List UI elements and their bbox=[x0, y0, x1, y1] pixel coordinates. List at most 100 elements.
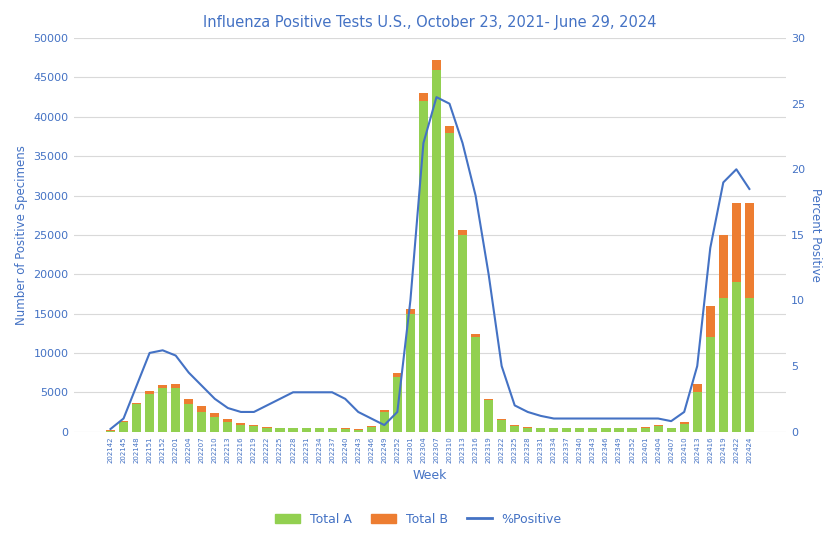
Bar bbox=[483, 399, 492, 400]
Bar bbox=[223, 419, 232, 422]
%Positive bbox=[314, 389, 324, 395]
%Positive bbox=[171, 352, 181, 359]
Bar bbox=[366, 426, 375, 427]
Bar bbox=[522, 428, 532, 431]
Bar bbox=[132, 402, 141, 404]
%Positive bbox=[705, 245, 715, 251]
Bar bbox=[275, 428, 284, 431]
Bar bbox=[562, 428, 571, 431]
Bar bbox=[380, 412, 389, 431]
%Positive bbox=[119, 415, 129, 422]
%Positive bbox=[301, 389, 311, 395]
Y-axis label: Percent Positive: Percent Positive bbox=[808, 188, 821, 282]
Bar bbox=[210, 413, 219, 417]
Bar bbox=[340, 429, 349, 431]
%Positive bbox=[665, 418, 675, 424]
Bar bbox=[718, 235, 727, 298]
Bar bbox=[223, 422, 232, 431]
%Positive bbox=[640, 415, 650, 422]
Bar bbox=[210, 417, 219, 431]
Bar bbox=[418, 93, 427, 101]
%Positive bbox=[743, 186, 753, 192]
%Positive bbox=[105, 426, 115, 432]
Bar bbox=[132, 404, 141, 431]
Bar bbox=[263, 428, 271, 431]
Bar bbox=[640, 427, 649, 428]
Bar bbox=[184, 404, 193, 431]
Bar bbox=[574, 428, 584, 431]
Bar bbox=[497, 419, 506, 420]
%Positive bbox=[509, 402, 519, 409]
Bar bbox=[392, 376, 401, 431]
%Positive bbox=[496, 363, 506, 369]
Bar bbox=[418, 101, 427, 431]
%Positive bbox=[444, 100, 454, 107]
Bar bbox=[445, 132, 453, 431]
%Positive bbox=[626, 415, 636, 422]
%Positive bbox=[614, 415, 624, 422]
Bar bbox=[471, 334, 480, 337]
Legend: Total A, Total B, %Positive: Total A, Total B, %Positive bbox=[270, 508, 566, 531]
Bar bbox=[522, 427, 532, 428]
Bar bbox=[509, 426, 518, 431]
%Positive bbox=[535, 413, 545, 419]
Bar bbox=[457, 230, 466, 235]
Bar bbox=[588, 428, 597, 431]
Bar bbox=[679, 422, 688, 424]
Bar bbox=[171, 388, 180, 431]
%Positive bbox=[431, 94, 441, 100]
%Positive bbox=[288, 389, 298, 395]
%Positive bbox=[392, 409, 402, 415]
%Positive bbox=[483, 271, 493, 278]
Bar bbox=[145, 392, 154, 394]
%Positive bbox=[157, 347, 167, 354]
Bar bbox=[340, 428, 349, 429]
Y-axis label: Number of Positive Specimens: Number of Positive Specimens bbox=[15, 145, 28, 325]
Bar bbox=[665, 428, 675, 431]
Bar bbox=[705, 337, 714, 431]
Bar bbox=[731, 282, 740, 431]
Bar bbox=[457, 235, 466, 431]
Bar bbox=[431, 60, 441, 70]
Bar bbox=[301, 428, 310, 431]
%Positive bbox=[548, 415, 558, 422]
Bar bbox=[614, 428, 623, 431]
Bar bbox=[679, 424, 688, 431]
Bar bbox=[445, 126, 453, 132]
Bar bbox=[536, 428, 545, 431]
Bar bbox=[392, 373, 401, 376]
%Positive bbox=[379, 422, 389, 428]
Bar bbox=[236, 424, 245, 431]
%Positive bbox=[327, 389, 337, 395]
%Positive bbox=[731, 166, 741, 172]
Bar bbox=[627, 428, 636, 431]
Bar bbox=[640, 428, 649, 431]
Bar bbox=[197, 407, 206, 412]
Bar bbox=[119, 422, 128, 431]
%Positive bbox=[210, 396, 220, 402]
Bar bbox=[653, 426, 662, 431]
Bar bbox=[158, 385, 167, 388]
Bar bbox=[145, 394, 154, 431]
%Positive bbox=[248, 409, 258, 415]
Line: %Positive: %Positive bbox=[110, 97, 748, 429]
%Positive bbox=[339, 396, 349, 402]
Bar bbox=[497, 420, 506, 431]
%Positive bbox=[600, 415, 610, 422]
Bar bbox=[171, 384, 180, 388]
%Positive bbox=[366, 415, 376, 422]
%Positive bbox=[275, 396, 285, 402]
Bar bbox=[314, 428, 324, 431]
Bar bbox=[158, 388, 167, 431]
Bar bbox=[249, 426, 258, 431]
%Positive bbox=[717, 179, 727, 186]
Bar bbox=[548, 428, 558, 431]
Bar bbox=[718, 298, 727, 431]
Bar bbox=[431, 70, 441, 431]
%Positive bbox=[678, 409, 688, 415]
Bar bbox=[601, 428, 609, 431]
%Positive bbox=[222, 405, 232, 411]
%Positive bbox=[470, 192, 480, 199]
%Positive bbox=[131, 382, 141, 389]
%Positive bbox=[183, 369, 193, 376]
